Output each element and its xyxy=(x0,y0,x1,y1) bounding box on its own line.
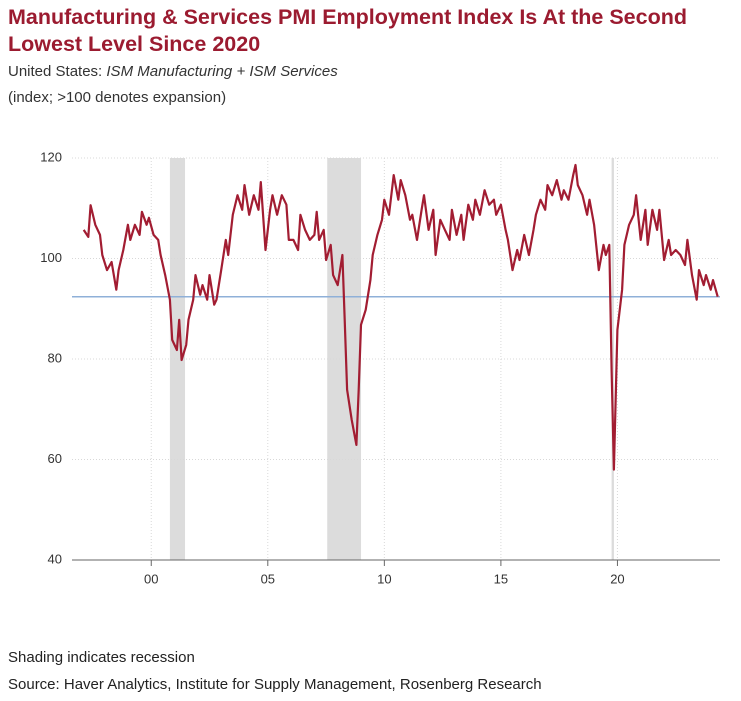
source: Source: Haver Analytics, Institute for S… xyxy=(8,676,542,693)
subtitle: United States: ISM Manufacturing + ISM S… xyxy=(8,63,338,80)
y-tick-label: 40 xyxy=(48,551,62,566)
subtitle-text: United States: xyxy=(8,63,103,80)
subtitle-italic: ISM Manufacturing + ISM Services xyxy=(106,63,338,80)
x-tick-label: 05 xyxy=(261,571,275,586)
recession-shading xyxy=(327,158,362,560)
x-tick-label: 15 xyxy=(494,571,508,586)
footnote: Shading indicates recession xyxy=(8,649,195,666)
x-tick-label: 20 xyxy=(610,571,624,586)
y-tick-label: 100 xyxy=(40,250,62,265)
y-tick-label: 80 xyxy=(48,350,62,365)
x-tick-label: 00 xyxy=(144,571,158,586)
x-tick-label: 10 xyxy=(377,571,391,586)
y-tick-label: 60 xyxy=(48,451,62,466)
data-line xyxy=(82,163,719,471)
chart-title: Manufacturing & Services PMI Employment … xyxy=(8,5,687,56)
y-tick-label: 120 xyxy=(40,149,62,164)
y-axis-label: (index; >100 denotes expansion) xyxy=(8,89,227,106)
